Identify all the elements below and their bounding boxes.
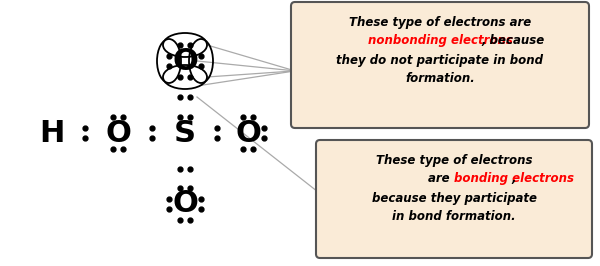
Text: are: are bbox=[428, 172, 454, 185]
Text: because they participate: because they participate bbox=[371, 192, 536, 205]
Text: they do not participate in bond: they do not participate in bond bbox=[337, 54, 544, 67]
Text: formation.: formation. bbox=[405, 72, 475, 85]
FancyBboxPatch shape bbox=[291, 2, 589, 128]
Text: in bond formation.: in bond formation. bbox=[392, 210, 516, 223]
Text: bonding electrons: bonding electrons bbox=[454, 172, 574, 185]
Text: O: O bbox=[172, 47, 198, 76]
Text: S: S bbox=[174, 118, 196, 148]
Text: O: O bbox=[172, 189, 198, 218]
Text: nonbonding electrons: nonbonding electrons bbox=[368, 34, 512, 47]
Text: These type of electrons: These type of electrons bbox=[376, 154, 532, 167]
Text: H: H bbox=[40, 118, 65, 148]
Text: , because: , because bbox=[481, 34, 545, 47]
Text: These type of electrons are: These type of electrons are bbox=[349, 16, 531, 29]
FancyBboxPatch shape bbox=[316, 140, 592, 258]
Text: O: O bbox=[105, 118, 131, 148]
Text: O: O bbox=[235, 118, 261, 148]
Text: ,: , bbox=[512, 172, 516, 185]
